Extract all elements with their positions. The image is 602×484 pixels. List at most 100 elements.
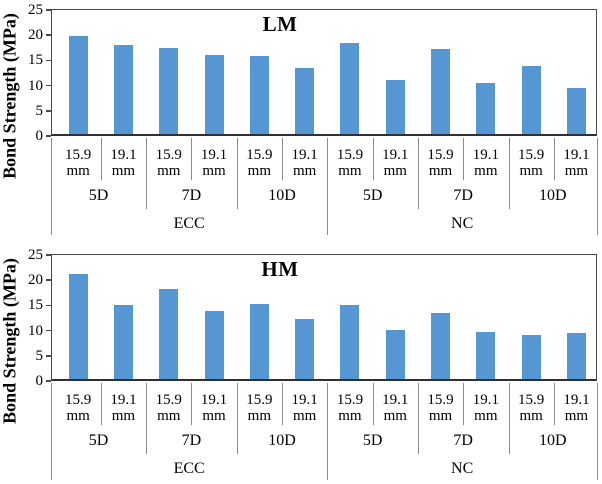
y-tick-mark bbox=[45, 34, 51, 36]
category-label-diameter-line: mm bbox=[474, 407, 498, 424]
category-label-diameter-line: mm bbox=[202, 407, 226, 424]
y-tick-label: 0 bbox=[35, 373, 44, 389]
category-label-diameter-line: mm bbox=[519, 407, 543, 424]
category-label-embedment: 10D bbox=[538, 432, 567, 449]
category-label-diameter: 15.9 mm bbox=[509, 392, 553, 424]
bar bbox=[431, 312, 451, 381]
category-label-diameter-line: mm bbox=[383, 162, 407, 179]
category-label-diameter-line: mm bbox=[66, 407, 90, 424]
bar bbox=[385, 330, 405, 381]
y-tick-label: 10 bbox=[28, 77, 43, 94]
category-label-diameter-line: 19.1 bbox=[110, 147, 137, 163]
bar bbox=[249, 55, 269, 136]
category-label-diameter: 15.9 mm bbox=[56, 392, 100, 424]
category-label-diameter-line: mm bbox=[292, 407, 317, 424]
category-label-diameter-line: mm bbox=[157, 407, 181, 424]
category-label-diameter-line: 15.9 bbox=[427, 147, 454, 163]
category-label-diameter-line: mm bbox=[292, 162, 317, 179]
category-label-diameter-line: 15.9 bbox=[518, 392, 545, 408]
category-separator bbox=[236, 138, 238, 209]
chart-hm: Bond Strength (MPa) HM 0 5 10 15 20 25 15.9 mm 1… bbox=[0, 245, 602, 484]
category-label-diameter: 15.9 mm bbox=[328, 392, 372, 424]
category-label-diameter-line: 15.9 bbox=[427, 392, 454, 408]
bar bbox=[295, 318, 315, 381]
bar bbox=[566, 333, 586, 381]
category-label-diameter-line: 19.1 bbox=[563, 392, 590, 408]
y-tick-mark bbox=[45, 304, 51, 307]
category-separator bbox=[282, 383, 283, 425]
category-label-diameter-line: mm bbox=[247, 407, 272, 424]
y-tick-mark bbox=[45, 380, 51, 382]
category-separator bbox=[327, 383, 329, 480]
category-label-embedment: 5D bbox=[88, 432, 109, 449]
category-label-diameter: 19.1 mm bbox=[464, 392, 508, 424]
category-label-concrete: ECC bbox=[173, 460, 205, 477]
category-label-diameter-line: 19.1 bbox=[472, 147, 499, 163]
bar bbox=[476, 82, 496, 136]
y-axis-title: Bond Strength (MPa) bbox=[0, 13, 20, 179]
category-label-diameter-line: 15.9 bbox=[336, 147, 364, 163]
category-separator bbox=[372, 138, 374, 180]
category-label-embedment: 7D bbox=[181, 187, 202, 204]
category-separator bbox=[417, 138, 419, 209]
bar bbox=[249, 304, 269, 381]
y-tick-label: 5 bbox=[35, 347, 44, 364]
bar bbox=[340, 42, 360, 136]
category-label-diameter: 19.1 mm bbox=[373, 147, 417, 179]
y-tick-mark bbox=[45, 329, 51, 332]
y-tick-label: 25 bbox=[28, 2, 43, 18]
category-separator bbox=[51, 138, 52, 235]
category-label-diameter-line: mm bbox=[564, 407, 589, 424]
category-label-embedment: 7D bbox=[181, 432, 202, 449]
category-label-diameter: 19.1 mm bbox=[192, 147, 236, 179]
bar bbox=[204, 54, 224, 136]
category-separator bbox=[146, 138, 148, 209]
category-separator bbox=[191, 383, 193, 425]
category-separator bbox=[372, 383, 374, 425]
y-tick-mark bbox=[45, 9, 51, 11]
category-separator bbox=[191, 138, 193, 180]
category-label-diameter-line: 19.1 bbox=[291, 392, 318, 408]
category-label-diameter: 19.1 mm bbox=[192, 392, 236, 424]
category-label-diameter-line: mm bbox=[474, 162, 498, 179]
category-label-diameter-line: 19.1 bbox=[291, 147, 318, 163]
y-tick-mark bbox=[45, 110, 51, 112]
category-label-diameter-line: 19.1 bbox=[200, 147, 228, 163]
category-label-diameter-line: 15.9 bbox=[65, 392, 92, 408]
category-label-embedment: 7D bbox=[453, 432, 473, 449]
category-separator bbox=[597, 383, 598, 480]
category-label-diameter: 19.1 mm bbox=[554, 147, 598, 179]
category-separator bbox=[236, 383, 238, 454]
category-label-diameter-line: 15.9 bbox=[155, 392, 182, 408]
y-tick-mark bbox=[45, 84, 51, 87]
bar bbox=[521, 66, 541, 136]
y-tick-mark bbox=[45, 279, 51, 281]
category-label-diameter-line: 19.1 bbox=[472, 392, 499, 408]
category-label-diameter-line: 15.9 bbox=[336, 392, 364, 408]
category-label-diameter: 15.9 mm bbox=[56, 147, 100, 179]
bar bbox=[204, 310, 224, 381]
y-tick-label: 15 bbox=[28, 297, 43, 314]
bar bbox=[476, 332, 496, 381]
category-label-concrete: NC bbox=[451, 215, 474, 232]
category-label-diameter-line: 15.9 bbox=[246, 392, 273, 408]
category-label-diameter-line: 15.9 bbox=[518, 147, 545, 163]
category-label-diameter-line: mm bbox=[111, 162, 136, 179]
category-label-diameter-line: mm bbox=[247, 162, 272, 179]
category-label-diameter-line: mm bbox=[111, 407, 136, 424]
chart-title: LM bbox=[262, 12, 298, 36]
category-label-embedment: 5D bbox=[362, 187, 383, 204]
category-separator bbox=[327, 138, 329, 235]
category-label-diameter: 15.9 mm bbox=[328, 147, 372, 179]
category-label-diameter: 19.1 mm bbox=[373, 392, 417, 424]
category-label-diameter-line: 19.1 bbox=[382, 147, 409, 163]
category-label-diameter: 19.1 mm bbox=[283, 392, 327, 424]
category-label-diameter-line: 19.1 bbox=[110, 392, 137, 408]
category-label-diameter: 19.1 mm bbox=[464, 147, 508, 179]
category-label-diameter-line: mm bbox=[66, 162, 90, 179]
category-separator bbox=[463, 138, 465, 180]
y-tick-label: 20 bbox=[28, 27, 43, 44]
category-separator bbox=[100, 138, 102, 180]
y-tick-label: 10 bbox=[28, 322, 43, 339]
category-separator bbox=[146, 383, 148, 454]
